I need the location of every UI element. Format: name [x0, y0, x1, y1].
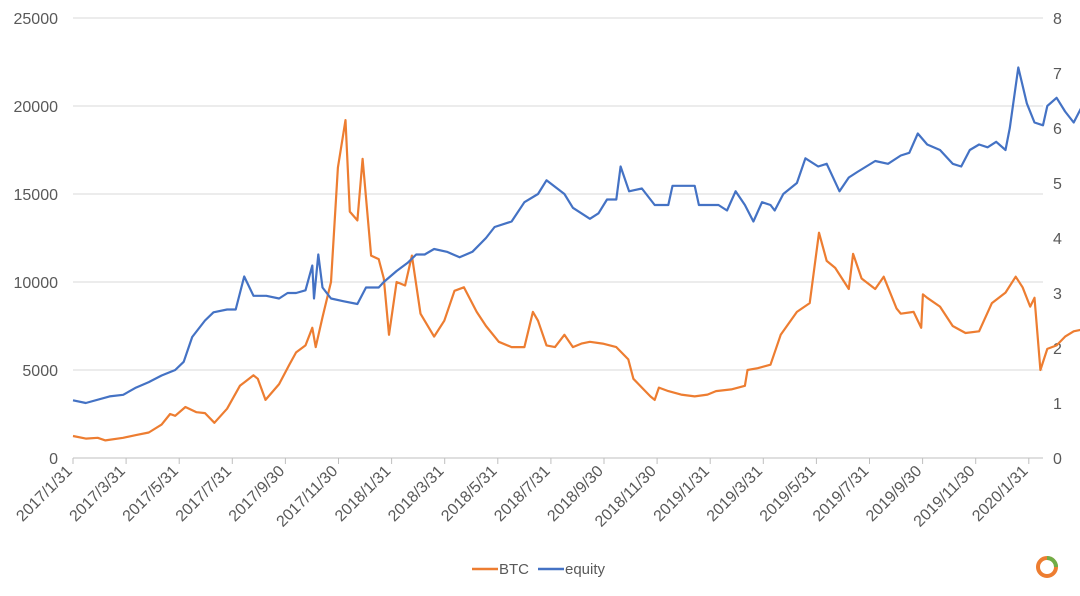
series-line-equity — [72, 66, 1080, 405]
gridlines — [73, 17, 1043, 371]
x-axis: 2017/1/312017/3/312017/5/312017/7/312017… — [13, 457, 1043, 531]
series-line-btc — [72, 118, 1080, 442]
x-tick-label: 2017/5/31 — [120, 463, 182, 525]
legend-label-equity: equity — [565, 561, 606, 578]
y-left-tick-label: 25000 — [14, 11, 59, 28]
x-tick-label: 2018/3/31 — [385, 463, 447, 525]
y-right-tick-label: 2 — [1053, 341, 1062, 358]
y-right-tick-label: 3 — [1053, 286, 1062, 303]
y-right-tick-label: 0 — [1053, 451, 1062, 468]
y-right-tick-label: 1 — [1053, 396, 1062, 413]
x-tick-label: 2018/7/31 — [491, 463, 553, 525]
y-left-tick-label: 10000 — [14, 275, 59, 292]
y-right-tick-label: 5 — [1053, 176, 1062, 193]
y-left-tick-label: 0 — [49, 451, 58, 468]
y-axis-right-labels: 0 1 2 3 4 5 6 7 8 — [1053, 11, 1062, 468]
x-tick-label: 2018/1/31 — [332, 463, 394, 525]
x-tick-label: 2018/5/31 — [438, 463, 500, 525]
series-lines — [72, 66, 1080, 442]
x-tick-label: 2019/3/31 — [704, 463, 766, 525]
y-left-tick-label: 15000 — [14, 187, 59, 204]
legend: BTC equity — [472, 561, 606, 578]
y-axis-left-labels: 0 5000 10000 15000 20000 25000 — [14, 11, 59, 468]
x-tick-label: 2020/1/31 — [969, 463, 1031, 525]
y-left-tick-label: 5000 — [22, 363, 58, 380]
x-tick-label: 2017/7/31 — [173, 463, 235, 525]
x-tick-label: 2019/5/31 — [757, 463, 819, 525]
x-tick-label: 2019/1/31 — [651, 463, 713, 525]
y-right-tick-label: 8 — [1053, 11, 1062, 28]
legend-label-btc: BTC — [499, 561, 529, 578]
x-tick-label: 2017/1/31 — [13, 463, 75, 525]
y-right-tick-label: 6 — [1053, 121, 1062, 138]
x-tick-label: 2019/7/31 — [810, 463, 872, 525]
y-right-tick-label: 7 — [1053, 66, 1062, 83]
y-left-tick-label: 20000 — [14, 99, 59, 116]
x-tick-label: 2017/3/31 — [67, 463, 129, 525]
logo-icon — [1036, 556, 1058, 578]
y-right-tick-label: 4 — [1053, 231, 1062, 248]
